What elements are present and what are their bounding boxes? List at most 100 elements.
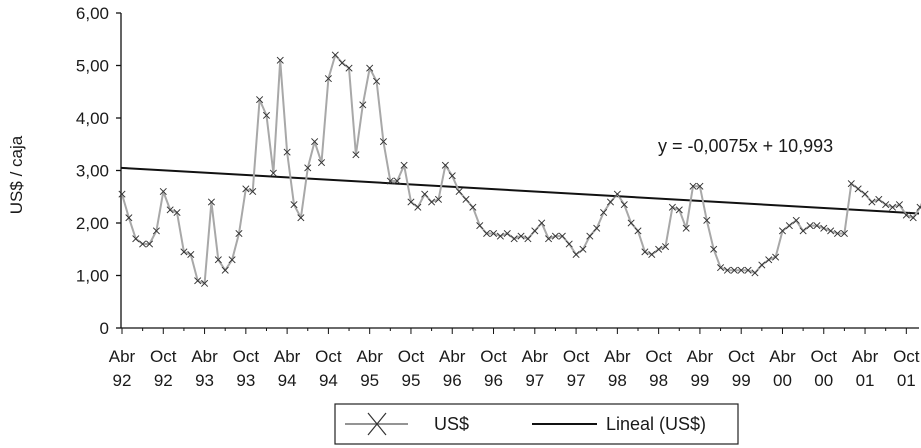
data-point-marker (813, 222, 821, 230)
x-tick-label-year: 01 (856, 371, 875, 390)
data-point-marker (159, 187, 167, 196)
data-point-marker (606, 198, 615, 206)
y-tick-label: 5,00 (76, 57, 109, 76)
data-point-marker (902, 211, 910, 219)
data-point-marker (201, 279, 209, 287)
y-axis-label: US$ / caja (7, 135, 26, 214)
x-tick-label-year: 97 (525, 371, 544, 390)
data-point-marker (214, 256, 222, 264)
data-point-marker (269, 169, 277, 177)
data-point-marker (710, 245, 718, 253)
data-point-marker (283, 148, 291, 156)
data-point-marker (297, 214, 305, 222)
data-point-marker (648, 250, 656, 259)
data-point-marker (833, 229, 842, 238)
data-point-marker (572, 250, 580, 259)
data-point-marker (751, 269, 759, 277)
x-tick-label-month: Oct (233, 347, 260, 366)
x-tick-label-month: Abr (274, 347, 301, 366)
data-point-marker (717, 264, 725, 272)
data-point-marker (249, 187, 257, 196)
x-tick-label-month: Abr (852, 347, 879, 366)
data-point-marker (173, 208, 181, 217)
x-tick-label-month: Abr (356, 347, 383, 366)
data-point-marker (600, 208, 608, 217)
y-tick-label: 3,00 (76, 162, 109, 181)
x-tick-label-year: 95 (401, 371, 420, 390)
data-point-marker (634, 227, 642, 235)
data-point-marker (668, 203, 676, 211)
data-point-marker (359, 101, 367, 109)
data-point-marker (827, 227, 835, 235)
x-tick-label-year: 98 (649, 371, 668, 390)
trendline-equation: y = -0,0075x + 10,993 (658, 136, 833, 156)
x-tick-label-month: Abr (191, 347, 218, 366)
y-tick-label: 6,00 (76, 4, 109, 23)
data-point-marker (510, 235, 518, 243)
data-point-marker (434, 195, 443, 203)
data-point-marker (476, 222, 484, 230)
x-tick-label-month: Abr (109, 347, 136, 366)
x-tick-label-month: Oct (811, 347, 838, 366)
x-tick-label-month: Oct (645, 347, 672, 366)
data-point-marker (256, 96, 264, 104)
data-point-marker (703, 216, 711, 224)
data-point-marker (895, 201, 903, 209)
price-series (118, 51, 921, 287)
data-point-marker (613, 190, 621, 198)
data-point-marker (421, 190, 429, 198)
data-point-marker (489, 229, 498, 238)
x-tick-label-month: Oct (728, 347, 755, 366)
data-point-marker (373, 77, 381, 85)
data-point-marker (765, 256, 773, 264)
data-point-marker (428, 198, 436, 206)
data-point-marker (909, 214, 917, 222)
data-point-marker (730, 266, 738, 274)
data-point-marker (882, 201, 890, 209)
x-tick-label-year: 00 (773, 371, 792, 390)
data-point-marker (317, 159, 326, 167)
data-point-marker (847, 180, 855, 188)
y-tick-label: 1,00 (76, 267, 109, 286)
data-point-marker (627, 219, 635, 227)
legend-label-series: US$ (434, 414, 469, 434)
data-point-marker (304, 164, 312, 172)
legend-x-marker-icon (367, 412, 387, 436)
x-tick-label-month: Oct (398, 347, 425, 366)
data-point-marker (689, 182, 697, 190)
data-point-marker (331, 51, 339, 59)
data-point-marker (469, 203, 477, 211)
data-point-marker (531, 227, 539, 235)
trendline (120, 166, 920, 215)
x-tick-label-month: Abr (687, 347, 714, 366)
data-point-marker (125, 214, 133, 222)
x-tick-label-year: 99 (690, 371, 709, 390)
data-point-marker (386, 177, 394, 185)
data-point-marker (242, 185, 250, 193)
data-point-marker (132, 235, 140, 243)
data-point-marker (538, 219, 546, 227)
data-point-marker (620, 201, 628, 209)
x-tick-label-month: Oct (150, 347, 177, 366)
data-point-marker (861, 190, 869, 198)
data-point-marker (758, 261, 766, 269)
y-tick-label: 4,00 (76, 109, 109, 128)
legend: US$ Lineal (US$) (334, 403, 739, 445)
data-point-marker (524, 235, 532, 243)
data-point-marker (875, 195, 883, 203)
trendline-series (120, 166, 920, 215)
x-tick-label-year: 92 (154, 371, 173, 390)
x-tick-label-year: 99 (732, 371, 751, 390)
x-tick-label-year: 01 (897, 371, 916, 390)
data-point-marker (799, 227, 807, 235)
data-point-marker (290, 201, 298, 209)
x-tick-label-month: Abr (769, 347, 796, 366)
data-point-marker (503, 229, 511, 238)
x-axis: Abr 92 Oct 92 Abr 93 Oct 93 Abr 94 Oct 94 Abr 95 Oct 95… (109, 327, 920, 390)
data-point-marker (414, 203, 422, 211)
data-point-marker (840, 229, 848, 238)
data-point-marker (187, 250, 195, 259)
data-point-marker (579, 245, 587, 253)
data-point-marker (696, 182, 704, 190)
